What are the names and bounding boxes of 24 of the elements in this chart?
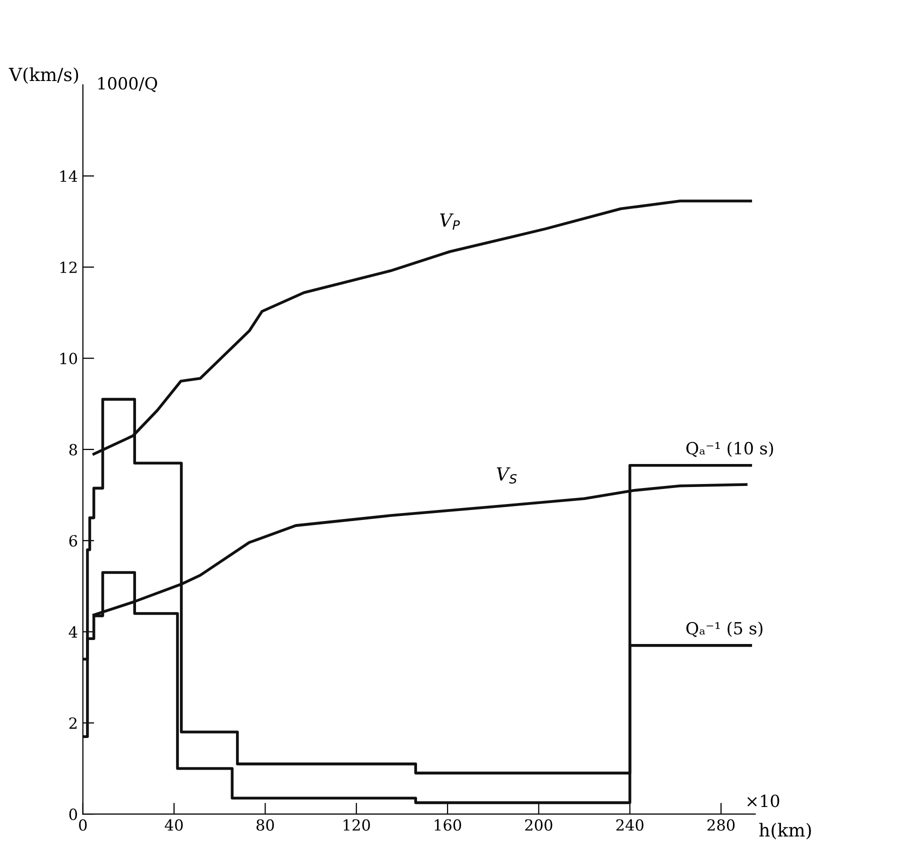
x-tick-label: 160 (434, 819, 462, 831)
x-tick-label: 240 (616, 819, 644, 831)
x-tick-label: 200 (525, 819, 552, 831)
series-label: V$_{P}$ (440, 213, 460, 230)
annotation: 1000/Q (98, 77, 158, 92)
x-tick-label: 40 (164, 819, 183, 831)
y-tick-label: 0 (69, 808, 78, 820)
annotation: ×10 (747, 794, 780, 808)
series-label: V$_{S}$ (496, 467, 517, 484)
x-tick-label: 280 (707, 819, 735, 831)
x-axis-title: h(km) (759, 822, 811, 840)
y-tick-label: 8 (69, 444, 77, 456)
y-tick-label: 14 (60, 170, 78, 182)
y-tick-label: 12 (60, 262, 77, 273)
x-tick-label: 0 (79, 819, 87, 831)
series-label: Qₐ⁻¹ (10 s) (686, 442, 774, 457)
x-tick-label: 120 (344, 819, 370, 831)
y-tick-label: 10 (60, 352, 78, 364)
series-label: Qₐ⁻¹ (5 s) (686, 622, 762, 637)
y-tick-label: 2 (69, 717, 77, 729)
x-tick-label: 80 (256, 819, 274, 831)
y-tick-label: 6 (69, 535, 78, 547)
y-axis-title: V(km/s) (8, 67, 78, 84)
y-tick-label: 4 (68, 626, 78, 638)
